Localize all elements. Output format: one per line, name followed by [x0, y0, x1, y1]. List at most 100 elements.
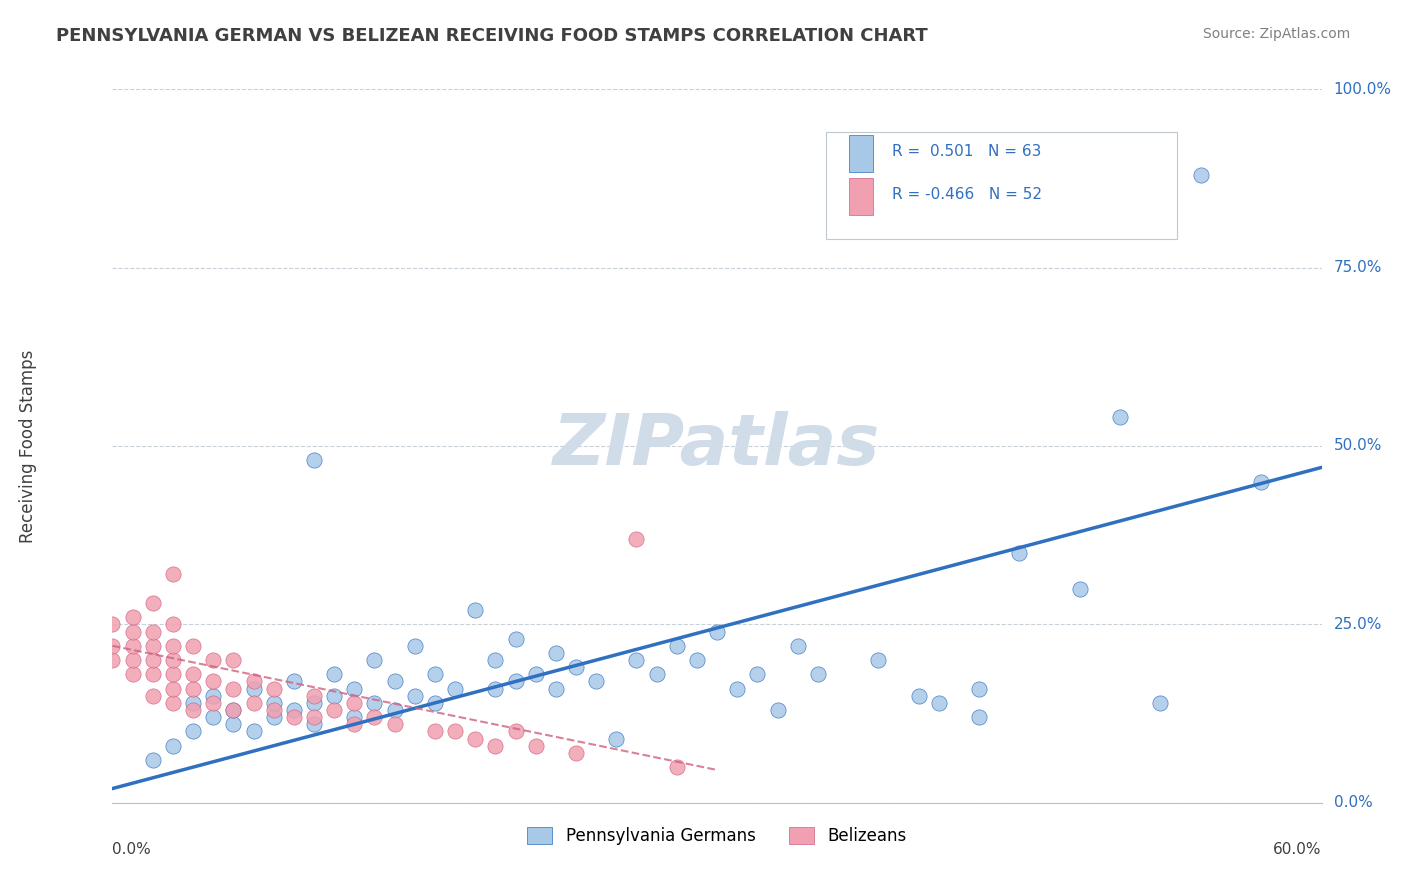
Point: [181, 724, 204, 739]
Point: [142, 653, 165, 667]
Point: [505, 724, 527, 739]
Point: [626, 532, 648, 546]
Text: Source: ZipAtlas.com: Source: ZipAtlas.com: [1202, 27, 1350, 41]
Point: [283, 710, 305, 724]
Point: [444, 681, 467, 696]
Text: 0.0%: 0.0%: [1334, 796, 1372, 810]
Point: [1109, 410, 1132, 425]
Point: [222, 703, 245, 717]
Point: [706, 624, 728, 639]
Point: [142, 667, 165, 681]
Point: [202, 710, 225, 724]
Point: [142, 624, 165, 639]
Point: [524, 739, 547, 753]
Point: [444, 724, 467, 739]
Point: [242, 724, 264, 739]
Point: [323, 667, 346, 681]
Point: [263, 703, 285, 717]
Point: [505, 674, 527, 689]
Point: [967, 710, 990, 724]
Point: [343, 710, 366, 724]
Text: 75.0%: 75.0%: [1334, 260, 1382, 275]
Point: [524, 667, 547, 681]
Point: [907, 689, 929, 703]
Point: [544, 681, 567, 696]
Point: [302, 453, 325, 467]
Point: [1069, 582, 1091, 596]
Point: [747, 667, 769, 681]
Point: [565, 660, 588, 674]
Point: [142, 639, 165, 653]
Point: [725, 681, 748, 696]
Point: [181, 639, 204, 653]
Point: [181, 703, 204, 717]
Point: [162, 639, 184, 653]
Point: [121, 624, 143, 639]
Point: [404, 689, 426, 703]
Point: [302, 689, 325, 703]
Point: [544, 646, 567, 660]
Text: ZIPatlas: ZIPatlas: [554, 411, 880, 481]
Point: [101, 639, 124, 653]
Point: [384, 674, 406, 689]
Point: [162, 567, 184, 582]
Point: [363, 653, 385, 667]
Point: [181, 667, 204, 681]
Point: [1008, 546, 1031, 560]
Point: [464, 731, 486, 746]
Point: [283, 674, 305, 689]
Point: [423, 667, 446, 681]
Point: [263, 710, 285, 724]
Text: PENNSYLVANIA GERMAN VS BELIZEAN RECEIVING FOOD STAMPS CORRELATION CHART: PENNSYLVANIA GERMAN VS BELIZEAN RECEIVIN…: [56, 27, 928, 45]
Point: [1189, 168, 1212, 182]
Text: 100.0%: 100.0%: [1334, 82, 1392, 96]
Point: [665, 760, 688, 774]
Point: [323, 703, 346, 717]
Point: [142, 689, 165, 703]
Point: [302, 696, 325, 710]
Point: [464, 603, 486, 617]
Point: [222, 653, 245, 667]
Point: [686, 653, 709, 667]
Point: [162, 696, 184, 710]
Point: [162, 617, 184, 632]
Point: [181, 696, 204, 710]
Point: [222, 681, 245, 696]
Point: [343, 717, 366, 731]
Point: [384, 703, 406, 717]
Point: [202, 689, 225, 703]
Point: [766, 703, 789, 717]
Point: [121, 639, 143, 653]
Point: [565, 746, 588, 760]
Point: [626, 653, 648, 667]
Text: R =  0.501   N = 63: R = 0.501 N = 63: [893, 145, 1042, 160]
Text: Receiving Food Stamps: Receiving Food Stamps: [18, 350, 37, 542]
Text: 0.0%: 0.0%: [112, 842, 152, 857]
Point: [384, 717, 406, 731]
Point: [242, 681, 264, 696]
Text: 50.0%: 50.0%: [1334, 439, 1382, 453]
Point: [928, 696, 950, 710]
FancyBboxPatch shape: [825, 132, 1177, 239]
Point: [868, 653, 890, 667]
Point: [484, 653, 506, 667]
Point: [202, 696, 225, 710]
Point: [484, 681, 506, 696]
Point: [423, 724, 446, 739]
Point: [263, 681, 285, 696]
Text: 25.0%: 25.0%: [1334, 617, 1382, 632]
Point: [1250, 475, 1272, 489]
Point: [1149, 696, 1171, 710]
Point: [162, 667, 184, 681]
Point: [202, 674, 225, 689]
Point: [665, 639, 688, 653]
Point: [142, 596, 165, 610]
Text: 60.0%: 60.0%: [1274, 842, 1322, 857]
Point: [222, 717, 245, 731]
Point: [283, 703, 305, 717]
Point: [162, 653, 184, 667]
Point: [302, 717, 325, 731]
Point: [181, 681, 204, 696]
Point: [363, 696, 385, 710]
Point: [121, 610, 143, 624]
